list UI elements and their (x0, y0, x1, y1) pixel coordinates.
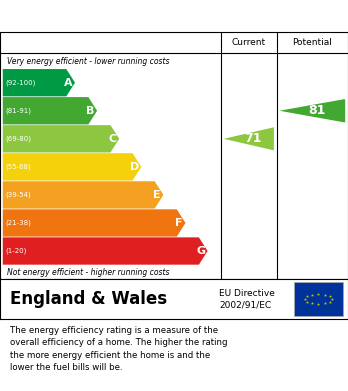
Polygon shape (3, 97, 97, 124)
Text: D: D (130, 162, 140, 172)
Polygon shape (3, 181, 164, 208)
Text: EU Directive
2002/91/EC: EU Directive 2002/91/EC (219, 289, 275, 309)
Text: (21-38): (21-38) (5, 220, 31, 226)
Text: Potential: Potential (292, 38, 332, 47)
Polygon shape (3, 237, 207, 265)
Text: (69-80): (69-80) (5, 136, 31, 142)
FancyBboxPatch shape (294, 282, 343, 316)
Text: B: B (86, 106, 95, 116)
Text: (81-91): (81-91) (5, 108, 31, 114)
Polygon shape (3, 69, 75, 96)
Polygon shape (3, 153, 141, 181)
Text: England & Wales: England & Wales (10, 290, 168, 308)
Text: (55-68): (55-68) (5, 163, 31, 170)
Text: 71: 71 (244, 132, 262, 145)
Text: 81: 81 (308, 104, 325, 117)
Text: A: A (64, 78, 73, 88)
Text: (1-20): (1-20) (5, 248, 26, 254)
Text: C: C (109, 134, 117, 144)
Text: Current: Current (232, 38, 266, 47)
Text: E: E (153, 190, 161, 200)
Text: Very energy efficient - lower running costs: Very energy efficient - lower running co… (7, 57, 169, 66)
Polygon shape (224, 127, 274, 150)
Polygon shape (3, 209, 185, 237)
Text: Energy Efficiency Rating: Energy Efficiency Rating (10, 9, 220, 23)
Polygon shape (3, 125, 119, 152)
Polygon shape (279, 99, 345, 122)
Text: F: F (175, 218, 183, 228)
Text: (92-100): (92-100) (5, 79, 35, 86)
Text: Not energy efficient - higher running costs: Not energy efficient - higher running co… (7, 268, 169, 277)
Text: (39-54): (39-54) (5, 192, 31, 198)
Text: The energy efficiency rating is a measure of the
overall efficiency of a home. T: The energy efficiency rating is a measur… (10, 326, 228, 372)
Text: G: G (197, 246, 206, 256)
